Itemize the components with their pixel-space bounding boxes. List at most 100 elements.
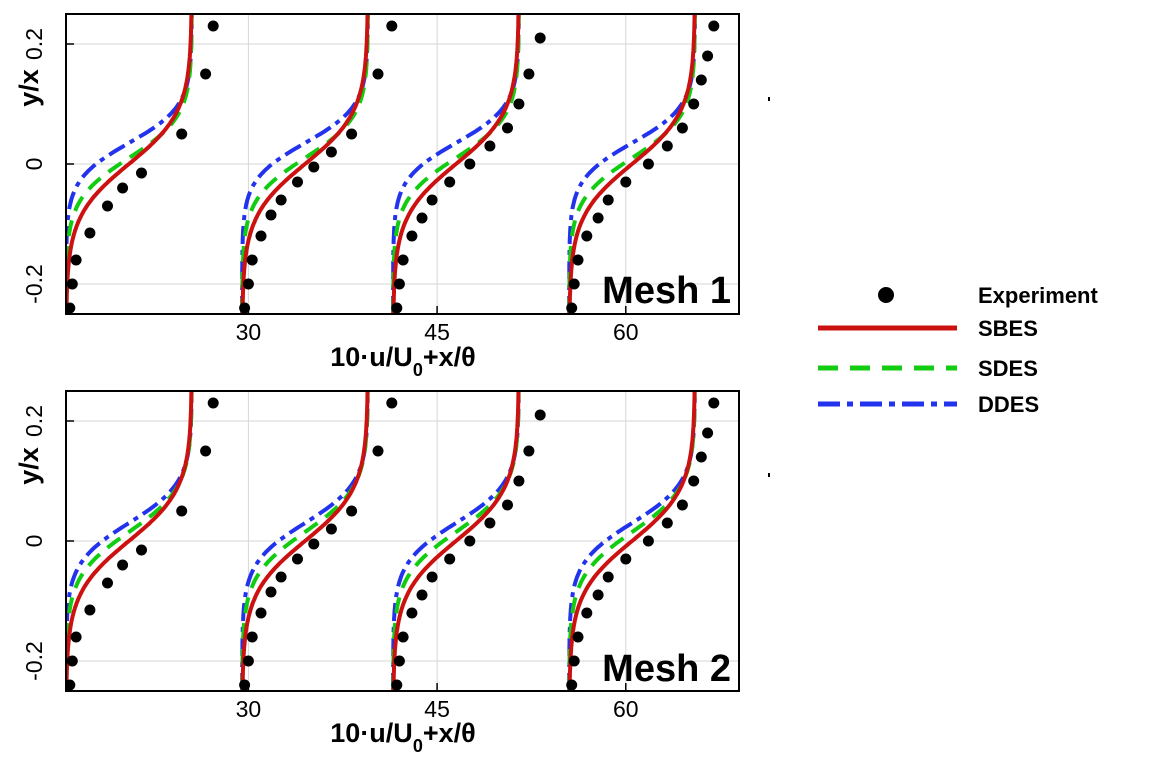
experiment-point (676, 499, 688, 511)
y-tick-label: 0.2 (21, 405, 47, 437)
grid-lines (66, 14, 739, 314)
experiment-point (275, 194, 287, 206)
experiment-point (444, 176, 456, 188)
experiment-point (102, 577, 113, 589)
experiment-point (572, 254, 584, 266)
experiment-point (534, 409, 546, 421)
series-sbes-line-profile-1 (66, 14, 194, 314)
x-tick-label: 30 (236, 319, 262, 345)
y-axis-label: y/x (14, 69, 44, 107)
experiment-point (661, 517, 673, 529)
experiment-point (464, 535, 476, 547)
experiment-point (66, 302, 76, 314)
experiment-point (534, 32, 546, 44)
experiment-point (239, 302, 251, 314)
experiment-point (393, 655, 405, 667)
experiment-point (393, 278, 405, 290)
tick-labels: 30 45 60 -0.2 0 0.2 (21, 28, 639, 345)
experiment-point (265, 209, 277, 221)
x-axis-label-sub: 0 (413, 360, 423, 380)
experiment-point (642, 535, 654, 547)
experiment-point (346, 505, 358, 517)
series-sbes-line-profile-2 (240, 14, 370, 314)
experiment-point (239, 679, 251, 691)
experiment-point (484, 517, 496, 529)
x-tick-label: 45 (424, 319, 450, 345)
experiment-point (426, 571, 438, 583)
x-tick-label: 45 (424, 696, 450, 722)
experiment-point (708, 397, 720, 409)
experiment-point (702, 427, 714, 439)
panel-mesh-1: 30 45 60-0.200.2 Mesh 1 y/x 10·u/U0+x/θ (14, 13, 740, 380)
experiment-marker-icon (878, 287, 894, 303)
experiment-point (391, 302, 403, 314)
x-axis-label-sub: 0 (413, 736, 423, 756)
experiment-point (695, 451, 707, 463)
y-tick-label: -0.2 (21, 264, 47, 304)
x-axis-label: 10·u/U0+x/θ (330, 342, 475, 380)
y-tick-label: 0 (21, 158, 47, 171)
experiment-point (176, 128, 188, 140)
experiment-point (688, 475, 700, 487)
experiment-point (308, 161, 320, 173)
experiment-point (292, 553, 303, 565)
x-tick-label: 60 (613, 696, 639, 722)
experiment-point (325, 146, 337, 158)
series-ddes-line-profile-3 (391, 391, 521, 691)
experiment-point (568, 278, 580, 290)
legend-label-ddes: DDES (978, 392, 1039, 417)
experiment-point (255, 230, 267, 242)
experiment-point (117, 559, 129, 571)
series-sbes-line-profile-3 (391, 391, 521, 691)
grid-lines (66, 391, 739, 691)
experiment-point (708, 20, 720, 32)
experiment-point (566, 679, 578, 691)
experiment-point (265, 586, 277, 598)
y-tick-label: 0.2 (21, 28, 47, 60)
experiment-point (406, 230, 418, 242)
x-tick-label: 30 (236, 696, 262, 722)
legend-label-experiment: Experiment (978, 283, 1098, 308)
legend-item-sbes: SBES (818, 316, 1038, 341)
experiment-point (70, 254, 82, 266)
experiment-point (416, 212, 428, 224)
experiment-point (246, 631, 258, 643)
experiment-point (207, 397, 219, 409)
experiment-point (513, 475, 525, 487)
experiment-point (325, 523, 337, 535)
y-tick-label: -0.2 (21, 641, 47, 681)
experiment-point (642, 158, 654, 170)
series-ddes-line-profile-4 (567, 14, 697, 314)
experiment-point (242, 655, 254, 667)
experiment-point (207, 20, 219, 32)
experiment-point (484, 140, 496, 152)
experiment-point (702, 50, 714, 62)
experiment-point (66, 679, 76, 691)
series-ddes-line-profile-3 (391, 14, 521, 314)
experiment-point (136, 167, 147, 179)
legend-label-sbes: SBES (978, 316, 1038, 341)
experiment-point (386, 397, 398, 409)
experiment-point (386, 20, 398, 32)
experiment-point (602, 571, 614, 583)
experiment-point (372, 68, 384, 80)
experiment-point (581, 607, 593, 619)
experiment-point (592, 589, 604, 601)
mesh-label: Mesh 2 (602, 648, 731, 690)
mesh-label: Mesh 1 (602, 270, 731, 312)
experiment-point (502, 122, 513, 134)
experiment-point (676, 122, 688, 134)
experiment-point (688, 98, 700, 110)
tick-labels: 30 45 60 -0.2 0 0.2 (21, 405, 639, 722)
legend-item-sdes: SDES (818, 356, 1038, 381)
experiment-point (391, 679, 403, 691)
experiment-point (117, 182, 129, 194)
x-axis-label-tail: +x/θ (423, 342, 476, 372)
experiment-point (84, 604, 96, 616)
legend-label-sdes: SDES (978, 356, 1038, 381)
experiment-point (426, 194, 438, 206)
y-tick-label: 0 (21, 535, 47, 548)
experiment-point (292, 176, 303, 188)
stray-mark (768, 473, 770, 477)
